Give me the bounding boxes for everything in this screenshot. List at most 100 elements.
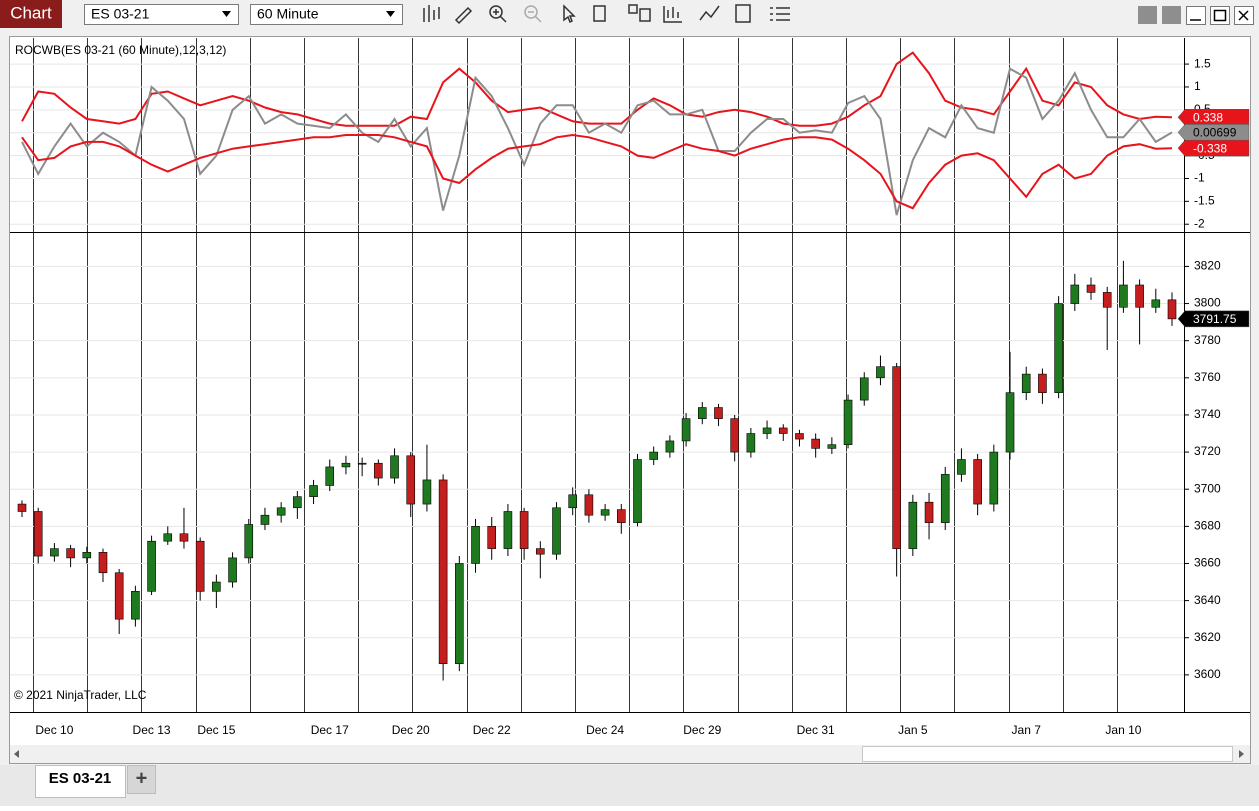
add-tab-label[interactable]: +: [136, 767, 148, 789]
toolbar: [423, 4, 790, 25]
candle-body: [827, 444, 837, 449]
candle-body: [892, 366, 901, 549]
candle-body: [859, 377, 869, 401]
y-tick-label: 1.5: [1194, 56, 1211, 70]
layout-button[interactable]: [628, 4, 638, 14]
value-flag: [1177, 108, 1250, 126]
candle-body: [1070, 284, 1080, 304]
pointer-button[interactable]: [563, 4, 576, 24]
zoom-in-button[interactable]: [489, 5, 503, 19]
list-button[interactable]: [770, 7, 790, 21]
candle-body: [957, 459, 966, 475]
candle-body: [1119, 284, 1128, 308]
y-tick-label: -1: [1194, 171, 1205, 185]
interval-select[interactable]: [250, 4, 403, 25]
candle-body: [600, 509, 610, 516]
candle-body: [568, 494, 578, 509]
dropdown-arrow[interactable]: [386, 11, 395, 17]
value-flag: [1177, 139, 1250, 157]
x-tick-label: Dec 10: [35, 723, 73, 737]
zoom-out-button[interactable]: [524, 5, 538, 19]
candle-body: [1151, 299, 1161, 308]
indicator-line: [21, 67, 1173, 216]
indicators-button[interactable]: [663, 6, 682, 23]
candle-body: [1021, 373, 1031, 393]
candle-body: [147, 540, 156, 592]
add-tab-button[interactable]: [127, 765, 156, 794]
candle-body: [66, 548, 75, 559]
maximize-icon: [1213, 9, 1227, 22]
candle-body: [552, 507, 561, 555]
candle-body: [778, 427, 788, 434]
minimize-button[interactable]: [1186, 6, 1206, 25]
candle-body: [1167, 299, 1177, 320]
maximize-button[interactable]: [1210, 6, 1230, 25]
candle-body: [131, 591, 140, 620]
candle-body: [536, 548, 545, 555]
candle-body: [940, 474, 950, 523]
candle-body: [843, 399, 853, 445]
instrument-value[interactable]: ES 03-21: [91, 6, 150, 22]
x-tick-label: Dec 15: [197, 723, 235, 737]
candle-body: [519, 511, 529, 549]
indicator-title: ROCWB(ES 03-21 (60 Minute),12,3,12): [15, 43, 226, 57]
x-tick-label: Jan 5: [898, 723, 928, 737]
properties-button[interactable]: [735, 4, 751, 23]
draw-button[interactable]: [454, 6, 473, 25]
candle-body: [616, 509, 626, 523]
candle-body: [633, 459, 642, 523]
candle-body: [697, 407, 707, 419]
value-flag-label: -0.338: [1193, 141, 1227, 155]
y-tick-label: -1.5: [1194, 194, 1215, 208]
candle-body: [438, 479, 448, 665]
candle-body: [33, 511, 43, 557]
candle-body: [1135, 284, 1144, 308]
x-tick-label: Jan 10: [1105, 723, 1141, 737]
candle-body: [114, 572, 124, 620]
y-tick-label: 3620: [1194, 630, 1221, 644]
candle-body: [325, 466, 335, 486]
x-tick-label: Dec 24: [586, 723, 624, 737]
candle-body: [212, 581, 221, 592]
y-tick-label: 1: [1194, 79, 1201, 93]
x-tick-label: Dec 29: [683, 723, 721, 737]
candle-body: [1086, 284, 1096, 293]
tab[interactable]: [35, 765, 126, 798]
candle-body: [163, 533, 173, 542]
y-tick-label: 3660: [1194, 556, 1221, 570]
interval-value[interactable]: 60 Minute: [257, 6, 319, 22]
candle-body: [811, 438, 820, 449]
candle-body: [374, 462, 383, 479]
candle-body: [228, 557, 237, 583]
candle-body: [357, 462, 367, 465]
tab-label[interactable]: ES 03-21: [49, 770, 112, 787]
dropdown-arrow[interactable]: [222, 11, 231, 17]
candle-body: [973, 459, 982, 505]
candle-body: [406, 455, 416, 505]
scrollbar-thumb[interactable]: [862, 746, 1233, 762]
candle-body: [309, 485, 318, 497]
watermark: © 2021 NinjaTrader, LLC: [14, 688, 147, 702]
candle-body: [681, 418, 691, 442]
bar-type-button[interactable]: [423, 5, 440, 22]
candle-body: [276, 507, 286, 516]
data-box-button[interactable]: [593, 5, 606, 22]
candle-body: [50, 548, 59, 557]
instrument-select[interactable]: [84, 4, 239, 25]
candle-body: [390, 455, 399, 479]
y-tick-label: -2: [1194, 216, 1205, 230]
candle-body: [730, 418, 739, 453]
strategies-button[interactable]: [699, 5, 720, 21]
candle-body: [503, 511, 513, 549]
candle-body: [293, 496, 302, 509]
y-tick-label: 3780: [1194, 333, 1221, 347]
y-tick-label: 3760: [1194, 370, 1221, 384]
window-button[interactable]: [1138, 6, 1157, 24]
y-tick-label: 3720: [1194, 444, 1221, 458]
x-tick-label: Dec 17: [311, 723, 349, 737]
window-title: Chart: [10, 3, 52, 22]
window-button[interactable]: [1162, 6, 1181, 24]
candle-body: [179, 533, 189, 542]
x-tick-label: Dec 31: [797, 723, 835, 737]
